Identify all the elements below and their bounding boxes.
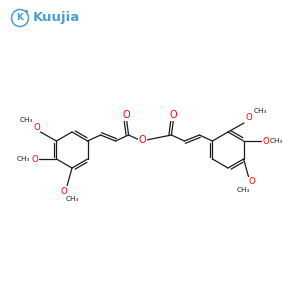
Text: O: O [61, 187, 68, 196]
Text: CH₃: CH₃ [237, 187, 250, 193]
Text: K: K [16, 14, 23, 22]
Text: O: O [248, 178, 255, 187]
Text: CH₃: CH₃ [253, 108, 267, 114]
Text: Kuujia: Kuujia [33, 11, 80, 25]
Text: CH₃: CH₃ [17, 156, 30, 162]
Text: CH₃: CH₃ [270, 138, 283, 144]
Text: O: O [123, 110, 130, 120]
Text: O: O [139, 135, 146, 145]
Text: O: O [262, 136, 269, 146]
Text: CH₃: CH₃ [65, 196, 79, 202]
Text: O: O [33, 122, 40, 131]
Text: O: O [246, 113, 252, 122]
Text: CH₃: CH₃ [20, 117, 33, 123]
Text: O: O [31, 154, 38, 164]
Text: O: O [169, 110, 177, 120]
